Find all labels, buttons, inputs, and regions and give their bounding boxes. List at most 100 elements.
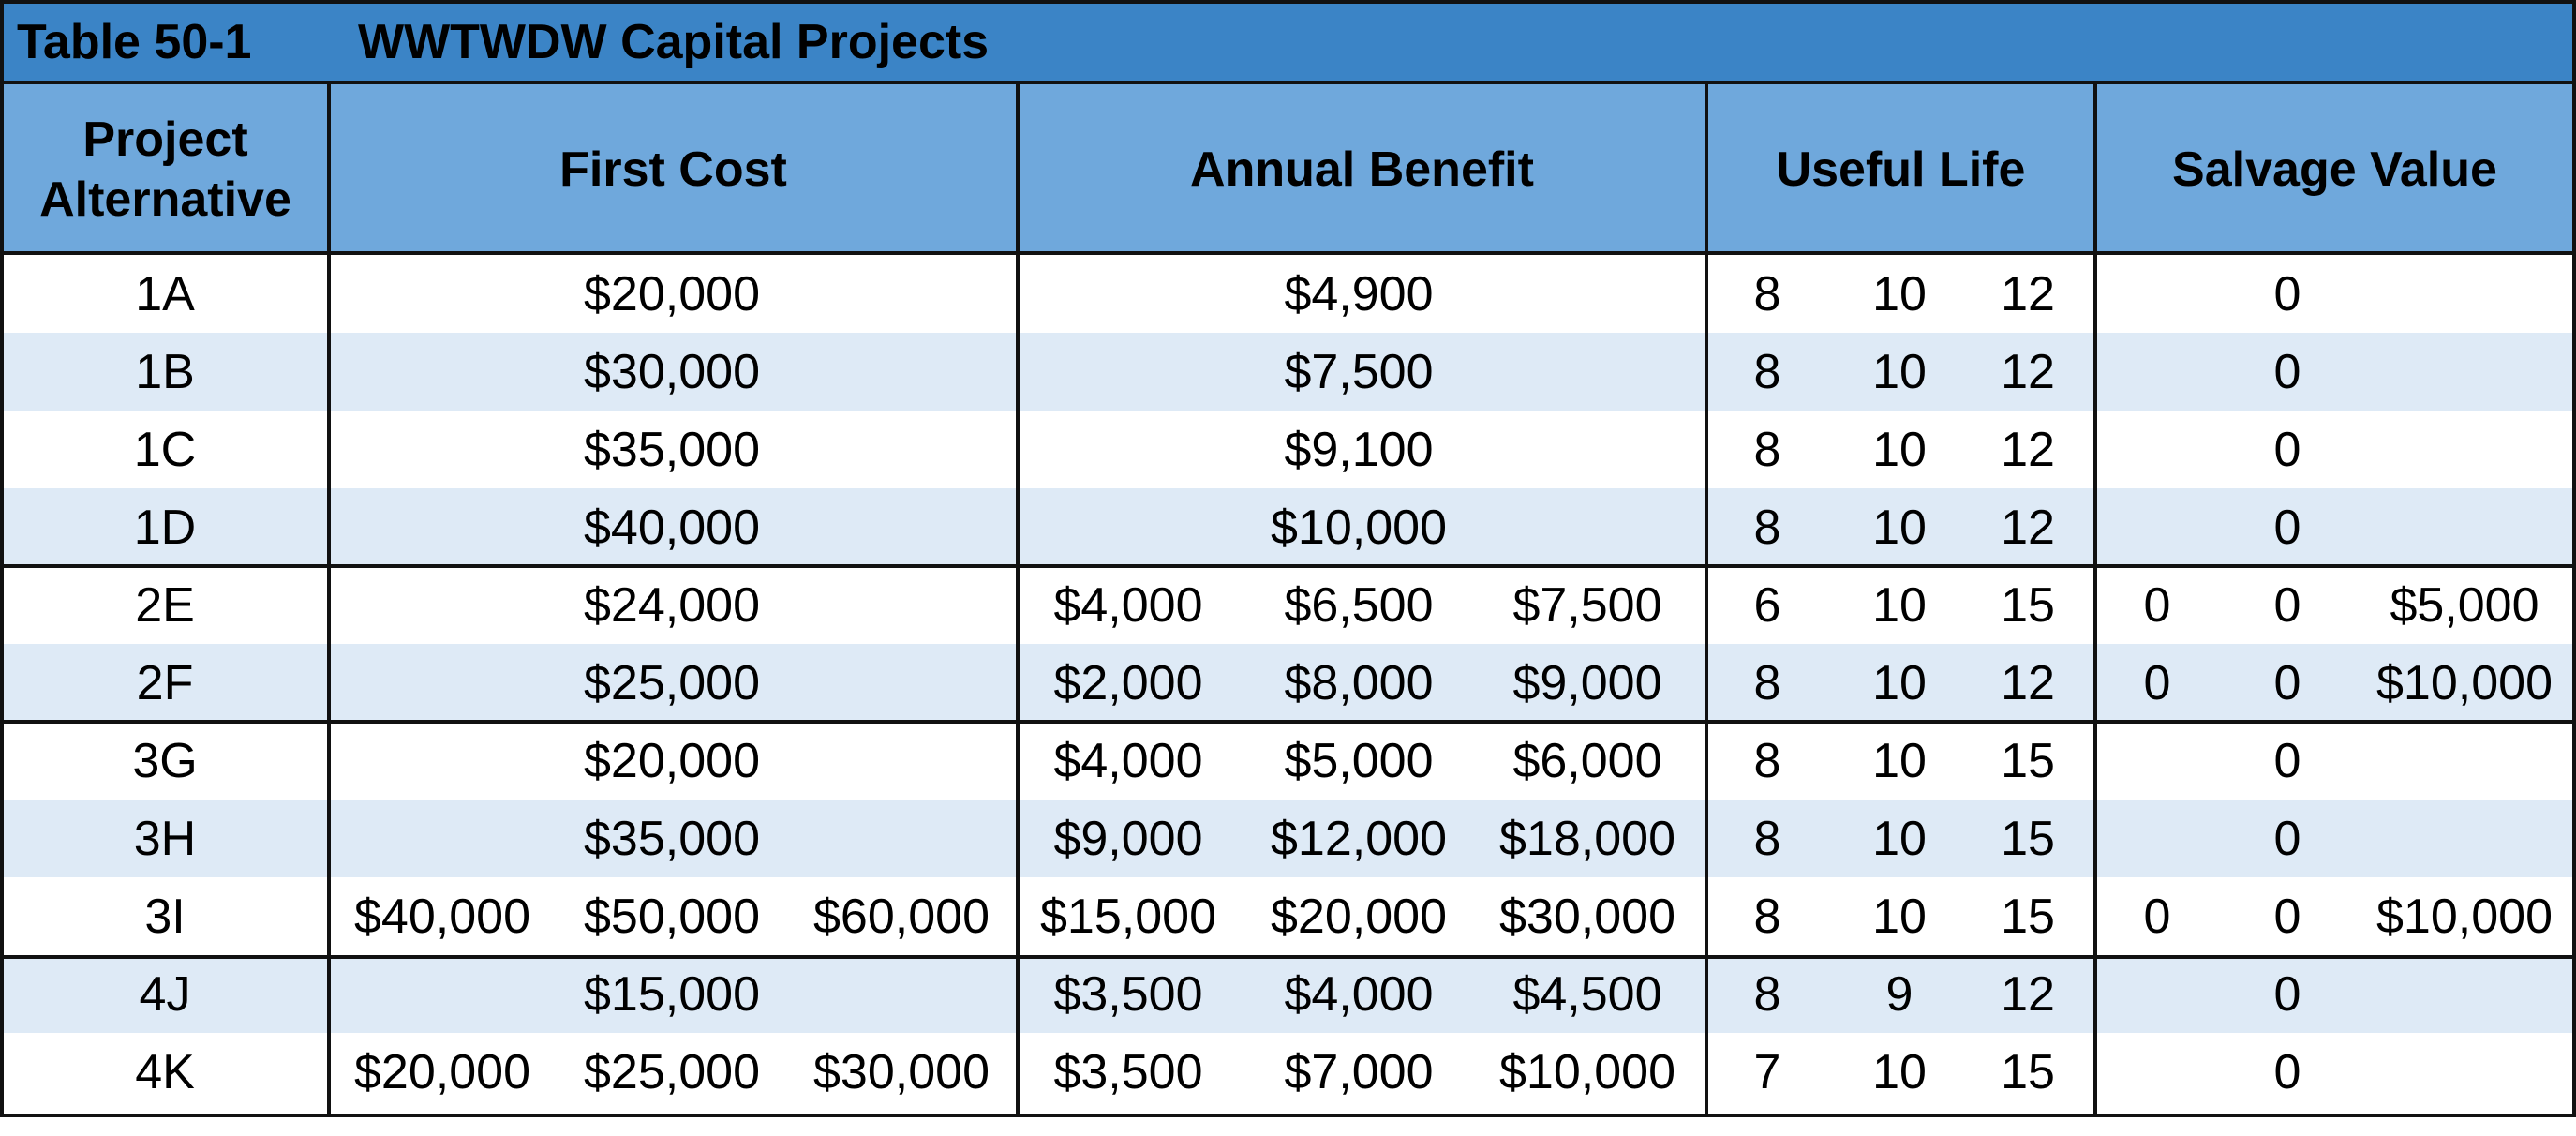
cell-alternative: 1A bbox=[135, 266, 195, 321]
cell-useful-life: 10 bbox=[1872, 577, 1927, 633]
cell-useful-life: 15 bbox=[2001, 577, 2055, 633]
cell-salvage: 0 bbox=[2273, 889, 2301, 944]
cell-useful-life: 7 bbox=[1753, 1044, 1781, 1099]
cell-alternative: 1C bbox=[133, 422, 197, 477]
cell-useful-life: 10 bbox=[1872, 266, 1927, 321]
cell-alternative: 2E bbox=[135, 577, 195, 633]
cell-salvage: 0 bbox=[2273, 577, 2301, 633]
cell-annual-benefit: $12,000 bbox=[1271, 811, 1447, 866]
cell-annual-benefit: $3,500 bbox=[1053, 1044, 1203, 1099]
table-row: 2E $24,000 $4,000 $6,500 $7,500 6 10 15 0 0 $5,000 bbox=[4, 566, 2572, 644]
table-number: Table 50-1 bbox=[17, 15, 252, 69]
header-first-cost: First Cost bbox=[331, 84, 1016, 255]
cell-useful-life: 12 bbox=[2001, 422, 2055, 477]
table-row: 3I $40,000 $50,000 $60,000 $15,000 $20,000 $30… bbox=[4, 877, 2572, 955]
cell-salvage: 0 bbox=[2273, 811, 2301, 866]
cell-annual-benefit: $10,000 bbox=[1271, 500, 1447, 555]
cell-first-cost: $25,000 bbox=[584, 1044, 760, 1099]
cell-first-cost: $24,000 bbox=[584, 577, 760, 633]
cell-annual-benefit: $3,500 bbox=[1053, 966, 1203, 1022]
cell-first-cost: $35,000 bbox=[584, 422, 760, 477]
cell-useful-life: 8 bbox=[1753, 811, 1781, 866]
cell-annual-benefit: $9,000 bbox=[1053, 811, 1203, 866]
cell-useful-life: 15 bbox=[2001, 889, 2055, 944]
cell-annual-benefit: $6,500 bbox=[1284, 577, 1434, 633]
cell-first-cost: $20,000 bbox=[354, 1044, 530, 1099]
cell-first-cost: $35,000 bbox=[584, 811, 760, 866]
table-title-bar: Table 50-1 WWTWDW Capital Projects bbox=[4, 4, 2572, 84]
cell-salvage: $10,000 bbox=[2376, 655, 2553, 710]
table-row: 3G $20,000 $4,000 $5,000 $6,000 8 10 15 0 bbox=[4, 722, 2572, 800]
table-row: 1A $20,000 $4,900 8 10 12 0 bbox=[4, 255, 2572, 333]
cell-salvage: 0 bbox=[2273, 422, 2301, 477]
cell-salvage: $5,000 bbox=[2390, 577, 2539, 633]
cell-useful-life: 8 bbox=[1753, 733, 1781, 788]
cell-salvage: 0 bbox=[2273, 500, 2301, 555]
cell-alternative: 4J bbox=[139, 966, 191, 1022]
cell-first-cost: $50,000 bbox=[584, 889, 760, 944]
table-row: 1D $40,000 $10,000 8 10 12 0 bbox=[4, 488, 2572, 566]
cell-first-cost: $30,000 bbox=[813, 1044, 990, 1099]
column-divider bbox=[1016, 84, 1020, 1114]
table-row: 3H $35,000 $9,000 $12,000 $18,000 8 10 15 0 bbox=[4, 800, 2572, 877]
cell-annual-benefit: $15,000 bbox=[1040, 889, 1216, 944]
cell-annual-benefit: $20,000 bbox=[1271, 889, 1447, 944]
cell-useful-life: 10 bbox=[1872, 1044, 1927, 1099]
cell-useful-life: 12 bbox=[2001, 655, 2055, 710]
cell-annual-benefit: $7,500 bbox=[1512, 577, 1662, 633]
header-useful-life: Useful Life bbox=[1708, 84, 2093, 255]
cell-salvage: 0 bbox=[2143, 655, 2171, 710]
cell-alternative: 1B bbox=[135, 344, 195, 399]
table-row: 2F $25,000 $2,000 $8,000 $9,000 8 10 12 0 0 $10,00… bbox=[4, 644, 2572, 722]
cell-salvage: 0 bbox=[2273, 1044, 2301, 1099]
cell-annual-benefit: $6,000 bbox=[1512, 733, 1662, 788]
header-annual-benefit: Annual Benefit bbox=[1020, 84, 1705, 255]
column-divider bbox=[327, 84, 331, 1114]
cell-useful-life: 10 bbox=[1872, 889, 1927, 944]
table-row: 4K $20,000 $25,000 $30,000 $3,500 $7,000 $10,0… bbox=[4, 1033, 2572, 1111]
cell-useful-life: 8 bbox=[1753, 266, 1781, 321]
cell-salvage: $10,000 bbox=[2376, 889, 2553, 944]
cell-annual-benefit: $7,000 bbox=[1284, 1044, 1434, 1099]
cell-useful-life: 12 bbox=[2001, 500, 2055, 555]
cell-annual-benefit: $4,900 bbox=[1284, 266, 1434, 321]
cell-annual-benefit: $9,000 bbox=[1512, 655, 1662, 710]
cell-useful-life: 10 bbox=[1872, 655, 1927, 710]
cell-first-cost: $15,000 bbox=[584, 966, 760, 1022]
cell-useful-life: 10 bbox=[1872, 422, 1927, 477]
cell-annual-benefit: $10,000 bbox=[1499, 1044, 1675, 1099]
cell-salvage: 0 bbox=[2143, 889, 2171, 944]
group-divider bbox=[4, 564, 2572, 568]
cell-alternative: 4K bbox=[135, 1044, 195, 1099]
cell-useful-life: 12 bbox=[2001, 344, 2055, 399]
table-row: 4J $15,000 $3,500 $4,000 $4,500 8 9 12 0 bbox=[4, 955, 2572, 1033]
cell-useful-life: 15 bbox=[2001, 1044, 2055, 1099]
cell-first-cost: $30,000 bbox=[584, 344, 760, 399]
cell-salvage: 0 bbox=[2273, 266, 2301, 321]
cell-useful-life: 8 bbox=[1753, 655, 1781, 710]
header-alt-line2: Alternative bbox=[39, 172, 291, 227]
table-title: WWTWDW Capital Projects bbox=[358, 15, 990, 69]
header-salvage-value: Salvage Value bbox=[2097, 84, 2572, 255]
cell-annual-benefit: $4,500 bbox=[1512, 966, 1662, 1022]
cell-alternative: 3I bbox=[144, 889, 186, 944]
cell-first-cost: $20,000 bbox=[584, 733, 760, 788]
cell-salvage: 0 bbox=[2273, 344, 2301, 399]
cell-salvage: 0 bbox=[2143, 577, 2171, 633]
cell-annual-benefit: $9,100 bbox=[1284, 422, 1434, 477]
cell-useful-life: 15 bbox=[2001, 733, 2055, 788]
header-project-alternative: Project Alternative bbox=[4, 84, 327, 255]
cell-annual-benefit: $7,500 bbox=[1284, 344, 1434, 399]
cell-first-cost: $20,000 bbox=[584, 266, 760, 321]
cell-alternative: 3H bbox=[133, 811, 197, 866]
cell-annual-benefit: $5,000 bbox=[1284, 733, 1434, 788]
cell-useful-life: 8 bbox=[1753, 422, 1781, 477]
cell-alternative: 1D bbox=[133, 500, 197, 555]
cell-useful-life: 10 bbox=[1872, 500, 1927, 555]
cell-useful-life: 12 bbox=[2001, 966, 2055, 1022]
table-row: 1B $30,000 $7,500 8 10 12 0 bbox=[4, 333, 2572, 411]
cell-useful-life: 12 bbox=[2001, 266, 2055, 321]
cell-useful-life: 10 bbox=[1872, 811, 1927, 866]
cell-useful-life: 6 bbox=[1753, 577, 1781, 633]
cell-annual-benefit: $30,000 bbox=[1499, 889, 1675, 944]
